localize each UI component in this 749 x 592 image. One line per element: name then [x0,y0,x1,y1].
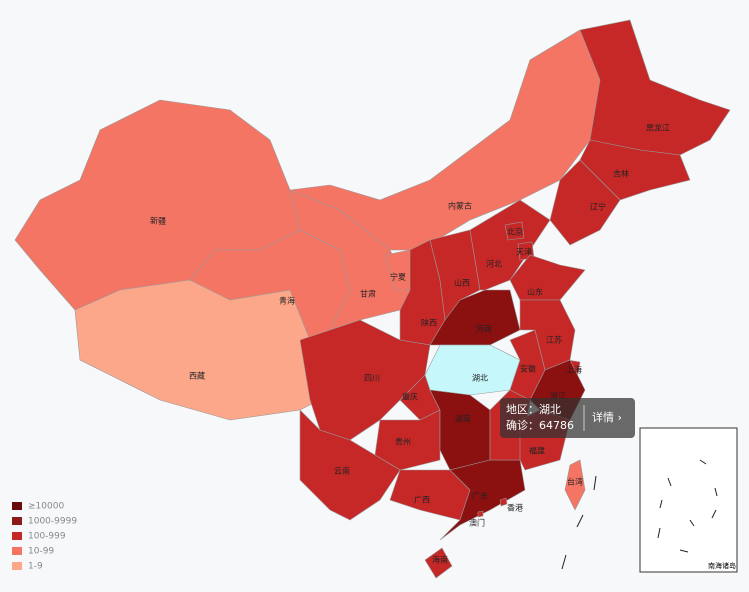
legend-label: 10-99 [28,547,54,557]
province-label: 河北 [486,259,502,269]
province-label: 青海 [279,296,295,306]
inset-label: 南海诸岛 [708,561,736,570]
legend-swatch [12,532,22,540]
province-label: 陕西 [421,318,437,328]
province [424,547,453,579]
province [299,409,401,521]
province-label: 海南 [432,555,448,565]
province-label: 澳门 [469,518,485,528]
province-label: 广东 [472,491,488,501]
province-label: 吉林 [613,169,629,179]
province-label: 江苏 [546,335,562,345]
province-label: 重庆 [402,392,418,402]
inset-box [639,427,738,573]
province-label: 四川 [364,374,380,383]
province-label: 西藏 [189,371,205,381]
province-label: 内蒙古 [448,201,472,211]
legend-swatch [12,502,22,510]
province [504,221,525,241]
province [469,199,551,291]
province-label: 云南 [334,466,350,476]
province-label: 天津 [516,247,532,257]
legend-swatch [12,517,22,525]
tooltip-region: 地区：湖北 [506,403,561,416]
legend-swatch [12,547,22,555]
province [477,510,484,518]
province [564,459,586,511]
tooltip-region-value: 湖北 [539,403,561,416]
province-label: 宁夏 [390,272,406,282]
tooltip-box [500,398,635,438]
legend-label: 1000-9999 [28,517,77,527]
tooltip-confirmed-value: 64786 [539,419,574,432]
province [499,497,508,507]
province-label: 浙江 [550,391,566,401]
province [549,159,621,246]
province-label: 湖南 [455,414,471,424]
province-label: 辽宁 [590,202,606,212]
province [579,19,731,156]
province-label: 山西 [454,278,470,288]
inset-lines [561,459,718,570]
province-label: 山东 [527,287,543,297]
province-label: 上海 [566,365,582,375]
province-label: 台湾 [567,477,583,487]
province-label: 福建 [529,446,545,456]
legend-swatch [12,562,22,570]
province-label: 贵州 [395,437,411,447]
tooltip-confirmed-label: 确诊： [506,418,539,432]
province-label: 河南 [476,324,492,334]
province [424,344,521,396]
tooltip-confirmed: 确诊：64786 [506,418,574,432]
province-label: 新疆 [150,216,166,226]
province-label: 北京 [507,227,523,237]
province-label: 香港 [507,503,523,513]
province-label: 黑龙江 [646,123,670,133]
legend-label: 100-999 [28,532,66,542]
provinces [14,19,731,579]
legend-label: 1-9 [28,562,43,572]
province-label: 广西 [414,495,430,505]
legend-label: ≥10000 [28,502,64,512]
tooltip-detail[interactable]: 详情 › [592,410,622,424]
province-label: 安徽 [520,364,536,374]
province-label: 甘肃 [360,289,376,299]
tooltip-region-label: 地区： [506,403,539,416]
province-label: 湖北 [472,374,488,383]
